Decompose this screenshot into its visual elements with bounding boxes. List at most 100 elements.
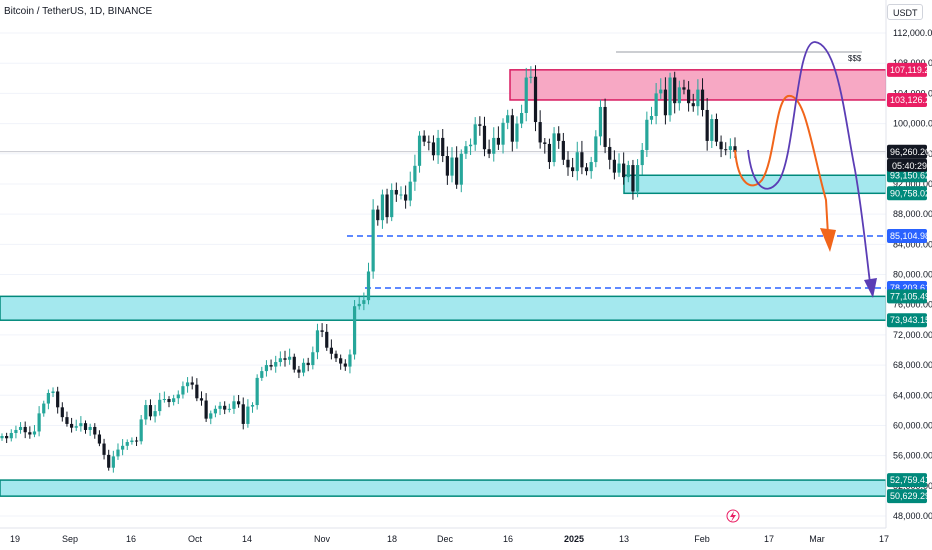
price-tag-label: 78,203.61 [890,283,930,293]
candle-body [468,144,473,147]
candle-body [111,456,115,468]
candle-body [431,142,436,156]
price-tick-label: 76,000.00 [893,300,932,310]
price-tick-label: 84,000.00 [893,239,932,249]
price-tick-label: 92,000.00 [893,179,932,189]
candle-body [74,426,78,428]
time-axis[interactable]: 19 Sep 16 Oct 14 Nov 18 Dec 16 2025 13 Feb 17 Mar 17 [0,527,932,550]
candle-body [598,106,603,137]
orange-arrowhead [820,228,836,252]
currency-box[interactable] [887,4,923,20]
candle-body [223,405,227,410]
candle-body [42,403,46,414]
candle-body [167,399,171,403]
candle-body [450,157,454,176]
candle-body [668,77,672,116]
price-tag-bg [887,313,927,328]
candle-body [18,426,23,430]
candle-body [571,167,575,172]
price-tag-bg [887,228,927,243]
price-gridlines [0,32,886,517]
candle-body [404,194,408,201]
price-tag-bg [887,62,927,77]
candle-body [325,331,329,348]
candle-body [204,400,208,419]
candle-body [148,405,153,417]
time-tick-label: 13 [619,534,629,544]
candle-body [301,362,306,373]
price-tick-label: 100,000.00 [893,119,932,129]
price-axis[interactable]: 112,000.00108,000.00104,000.00100,000.00… [885,0,932,550]
candle-body [626,165,630,178]
time-tick-label: 16 [503,534,513,544]
candle-body [9,432,13,439]
candle-body [399,194,403,196]
candle-body [487,149,491,154]
candle-body [385,194,389,218]
candle-body [482,125,487,150]
candle-body [371,209,375,272]
candle-body [543,142,547,144]
price-tag-bg [887,144,927,159]
candle-body [5,436,9,439]
candle-body [496,137,500,145]
candle-body [246,406,250,424]
candle-body [492,137,496,154]
symbol-title[interactable]: Bitcoin / TetherUS, 1D, BINANCE [4,6,153,17]
candle-body [162,399,166,401]
candle-body [533,76,538,123]
price-tag-label: 96,260.20 [890,147,930,157]
candle-body [538,122,542,143]
candle-body [0,436,4,439]
candle-body [218,405,222,409]
candle-body [283,358,287,360]
price-tag-label: 107,119.25 [890,65,932,75]
lightning-icon-glyph [730,511,736,522]
candle-body [97,434,102,444]
price-tag-label: 73,943.15 [890,315,930,325]
candle-body [362,300,366,304]
price-tick-label: 112,000.00 [893,28,932,38]
candle-body [710,119,714,141]
time-tick-label: Dec [437,534,454,544]
candle-body [380,194,385,221]
candle-body [297,369,301,373]
candle-body [506,115,510,123]
candle-body [334,353,338,359]
candle-body [107,454,111,468]
candle-body [645,119,649,150]
price-tag-label: 85,104.98 [890,231,930,241]
candle-body [473,124,477,145]
price-tag-label: 103,126.24 [890,95,932,105]
price-tick-label: 72,000.00 [893,330,932,340]
candle-body [60,407,64,418]
demand-zone [0,295,887,321]
price-tag-label: 50,629.29 [890,491,930,501]
time-tick-label: Nov [314,534,331,544]
candle-body [315,330,320,353]
candle-body [102,443,106,455]
candle-body [659,89,663,94]
candle-body [181,386,185,395]
candle-body [134,440,139,442]
countdown-bg [887,158,927,172]
candle-body [552,133,556,163]
candle-body [724,149,728,151]
price-tag-bg [887,473,927,488]
purple-projection [747,41,871,284]
candle-body [696,89,700,107]
candle-body [195,384,199,399]
candle-body [390,189,394,218]
candle-body [348,354,352,367]
drawings-layer [726,41,877,523]
candle-body [575,152,579,172]
candle-body [566,159,570,168]
lightning-icon [726,509,740,523]
candle-body [608,146,612,160]
candle-body [510,115,514,142]
time-tick-label: 17 [879,534,889,544]
candle-body [209,413,213,419]
candles-layer [0,65,737,473]
candle-body [292,356,296,370]
